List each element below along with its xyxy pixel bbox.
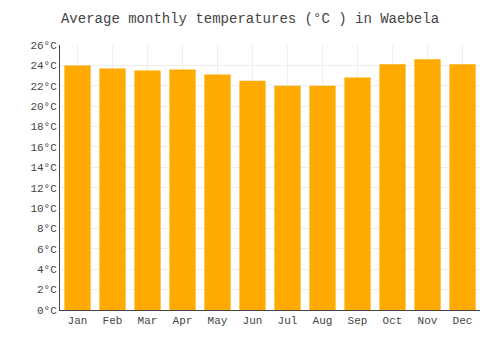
svg-text:Jan: Jan <box>68 315 88 327</box>
svg-text:Feb: Feb <box>103 315 123 327</box>
svg-text:20°C: 20°C <box>30 101 57 113</box>
svg-text:26°C: 26°C <box>30 40 57 52</box>
svg-text:Mar: Mar <box>138 315 158 327</box>
svg-text:16°C: 16°C <box>30 142 57 154</box>
svg-text:Nov: Nov <box>418 315 438 327</box>
svg-text:8°C: 8°C <box>37 223 57 235</box>
svg-text:14°C: 14°C <box>30 162 57 174</box>
svg-text:Sep: Sep <box>348 315 368 327</box>
svg-text:6°C: 6°C <box>37 244 57 256</box>
svg-text:22°C: 22°C <box>30 81 57 93</box>
svg-text:4°C: 4°C <box>37 264 57 276</box>
svg-text:12°C: 12°C <box>30 183 57 195</box>
svg-text:Apr: Apr <box>173 315 193 327</box>
svg-text:Dec: Dec <box>453 315 473 327</box>
svg-text:18°C: 18°C <box>30 121 57 133</box>
svg-text:24°C: 24°C <box>30 60 57 72</box>
svg-text:Oct: Oct <box>383 315 403 327</box>
svg-text:Jun: Jun <box>243 315 263 327</box>
svg-text:Jul: Jul <box>278 315 298 327</box>
svg-text:0°C: 0°C <box>37 305 57 317</box>
svg-text:Aug: Aug <box>313 315 333 327</box>
svg-text:May: May <box>208 315 228 327</box>
svg-text:10°C: 10°C <box>30 203 57 215</box>
svg-text:Average monthly temperatures (: Average monthly temperatures (°C ) in Wa… <box>61 11 439 27</box>
svg-text:2°C: 2°C <box>37 284 57 296</box>
